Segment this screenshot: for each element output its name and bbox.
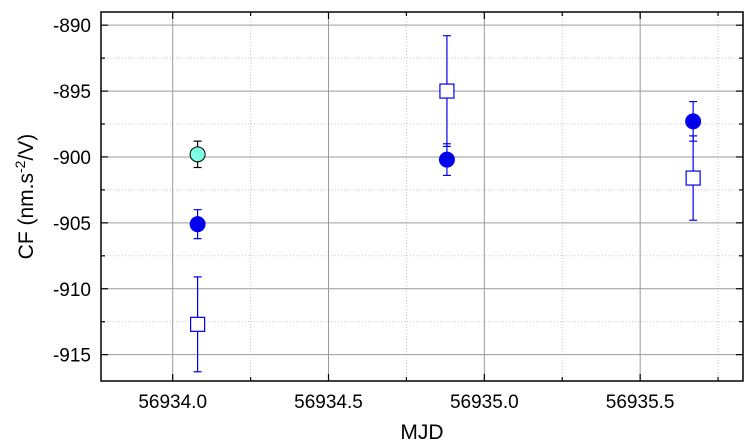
plot-frame bbox=[100, 11, 744, 382]
data-point-square bbox=[685, 170, 701, 186]
y-tick-label: -915 bbox=[53, 346, 91, 367]
y-axis-title: CF (nm.s-2/V) bbox=[12, 134, 38, 260]
x-axis-title: MJD bbox=[400, 421, 443, 444]
y-tick-label: -890 bbox=[53, 16, 91, 37]
y-tick-label: -910 bbox=[53, 280, 91, 301]
data-point-circle bbox=[189, 216, 206, 233]
data-point-circle bbox=[189, 146, 206, 163]
data-point-circle bbox=[438, 151, 455, 168]
x-tick-label: 56934.5 bbox=[294, 392, 363, 413]
grid bbox=[101, 12, 743, 381]
x-tick-label: 56934.0 bbox=[138, 392, 207, 413]
x-tick-label: 56935.0 bbox=[450, 392, 519, 413]
y-axis-title-tail: /V) bbox=[15, 134, 38, 161]
data-point-square bbox=[190, 316, 206, 332]
data-point-square bbox=[439, 83, 455, 99]
x-tick-label: 56935.5 bbox=[606, 392, 675, 413]
y-tick-label: -895 bbox=[53, 82, 91, 103]
data-point-circle bbox=[685, 113, 702, 130]
y-axis-title-base: CF (nm.s bbox=[15, 173, 38, 259]
data-marks bbox=[189, 35, 702, 373]
y-tick-label: -905 bbox=[53, 214, 91, 235]
y-tick-label: -900 bbox=[53, 148, 91, 169]
y-axis-title-superscript: -2 bbox=[12, 160, 28, 173]
tick-labels: 56934.0 56934.5 56935.0 56935.5 -915 -910 -905… bbox=[53, 16, 675, 413]
